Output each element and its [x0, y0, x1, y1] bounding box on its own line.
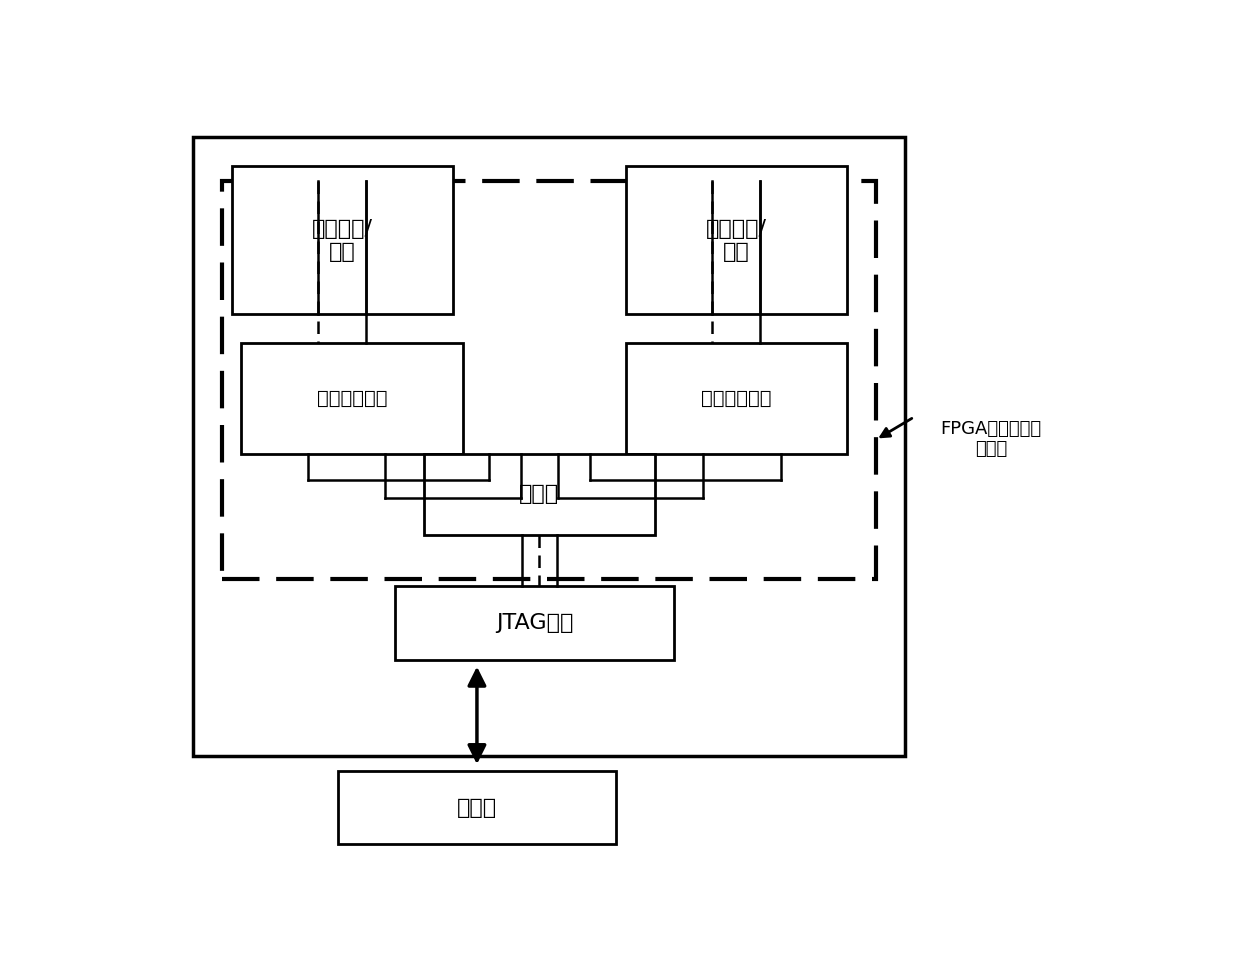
Bar [337, 770, 616, 844]
Bar [242, 344, 463, 454]
Bar [193, 137, 904, 756]
Bar [424, 454, 655, 535]
Text: 集线器: 集线器 [520, 484, 559, 504]
Bar [222, 181, 875, 579]
Text: 用户逻辑/
端口: 用户逻辑/ 端口 [706, 218, 766, 261]
Text: 用户逻辑/
端口: 用户逻辑/ 端口 [312, 218, 373, 261]
Bar [396, 587, 675, 660]
Text: 逻辑分析电路: 逻辑分析电路 [316, 389, 387, 408]
Text: 仿真器: 仿真器 [456, 797, 497, 817]
Bar [626, 167, 847, 314]
Bar [626, 344, 847, 454]
Text: FPGA嵌入式逻辑
分析器: FPGA嵌入式逻辑 分析器 [940, 420, 1042, 458]
Text: JTAG电路: JTAG电路 [496, 613, 573, 634]
Text: 逻辑分析电路: 逻辑分析电路 [701, 389, 771, 408]
Bar [232, 167, 453, 314]
